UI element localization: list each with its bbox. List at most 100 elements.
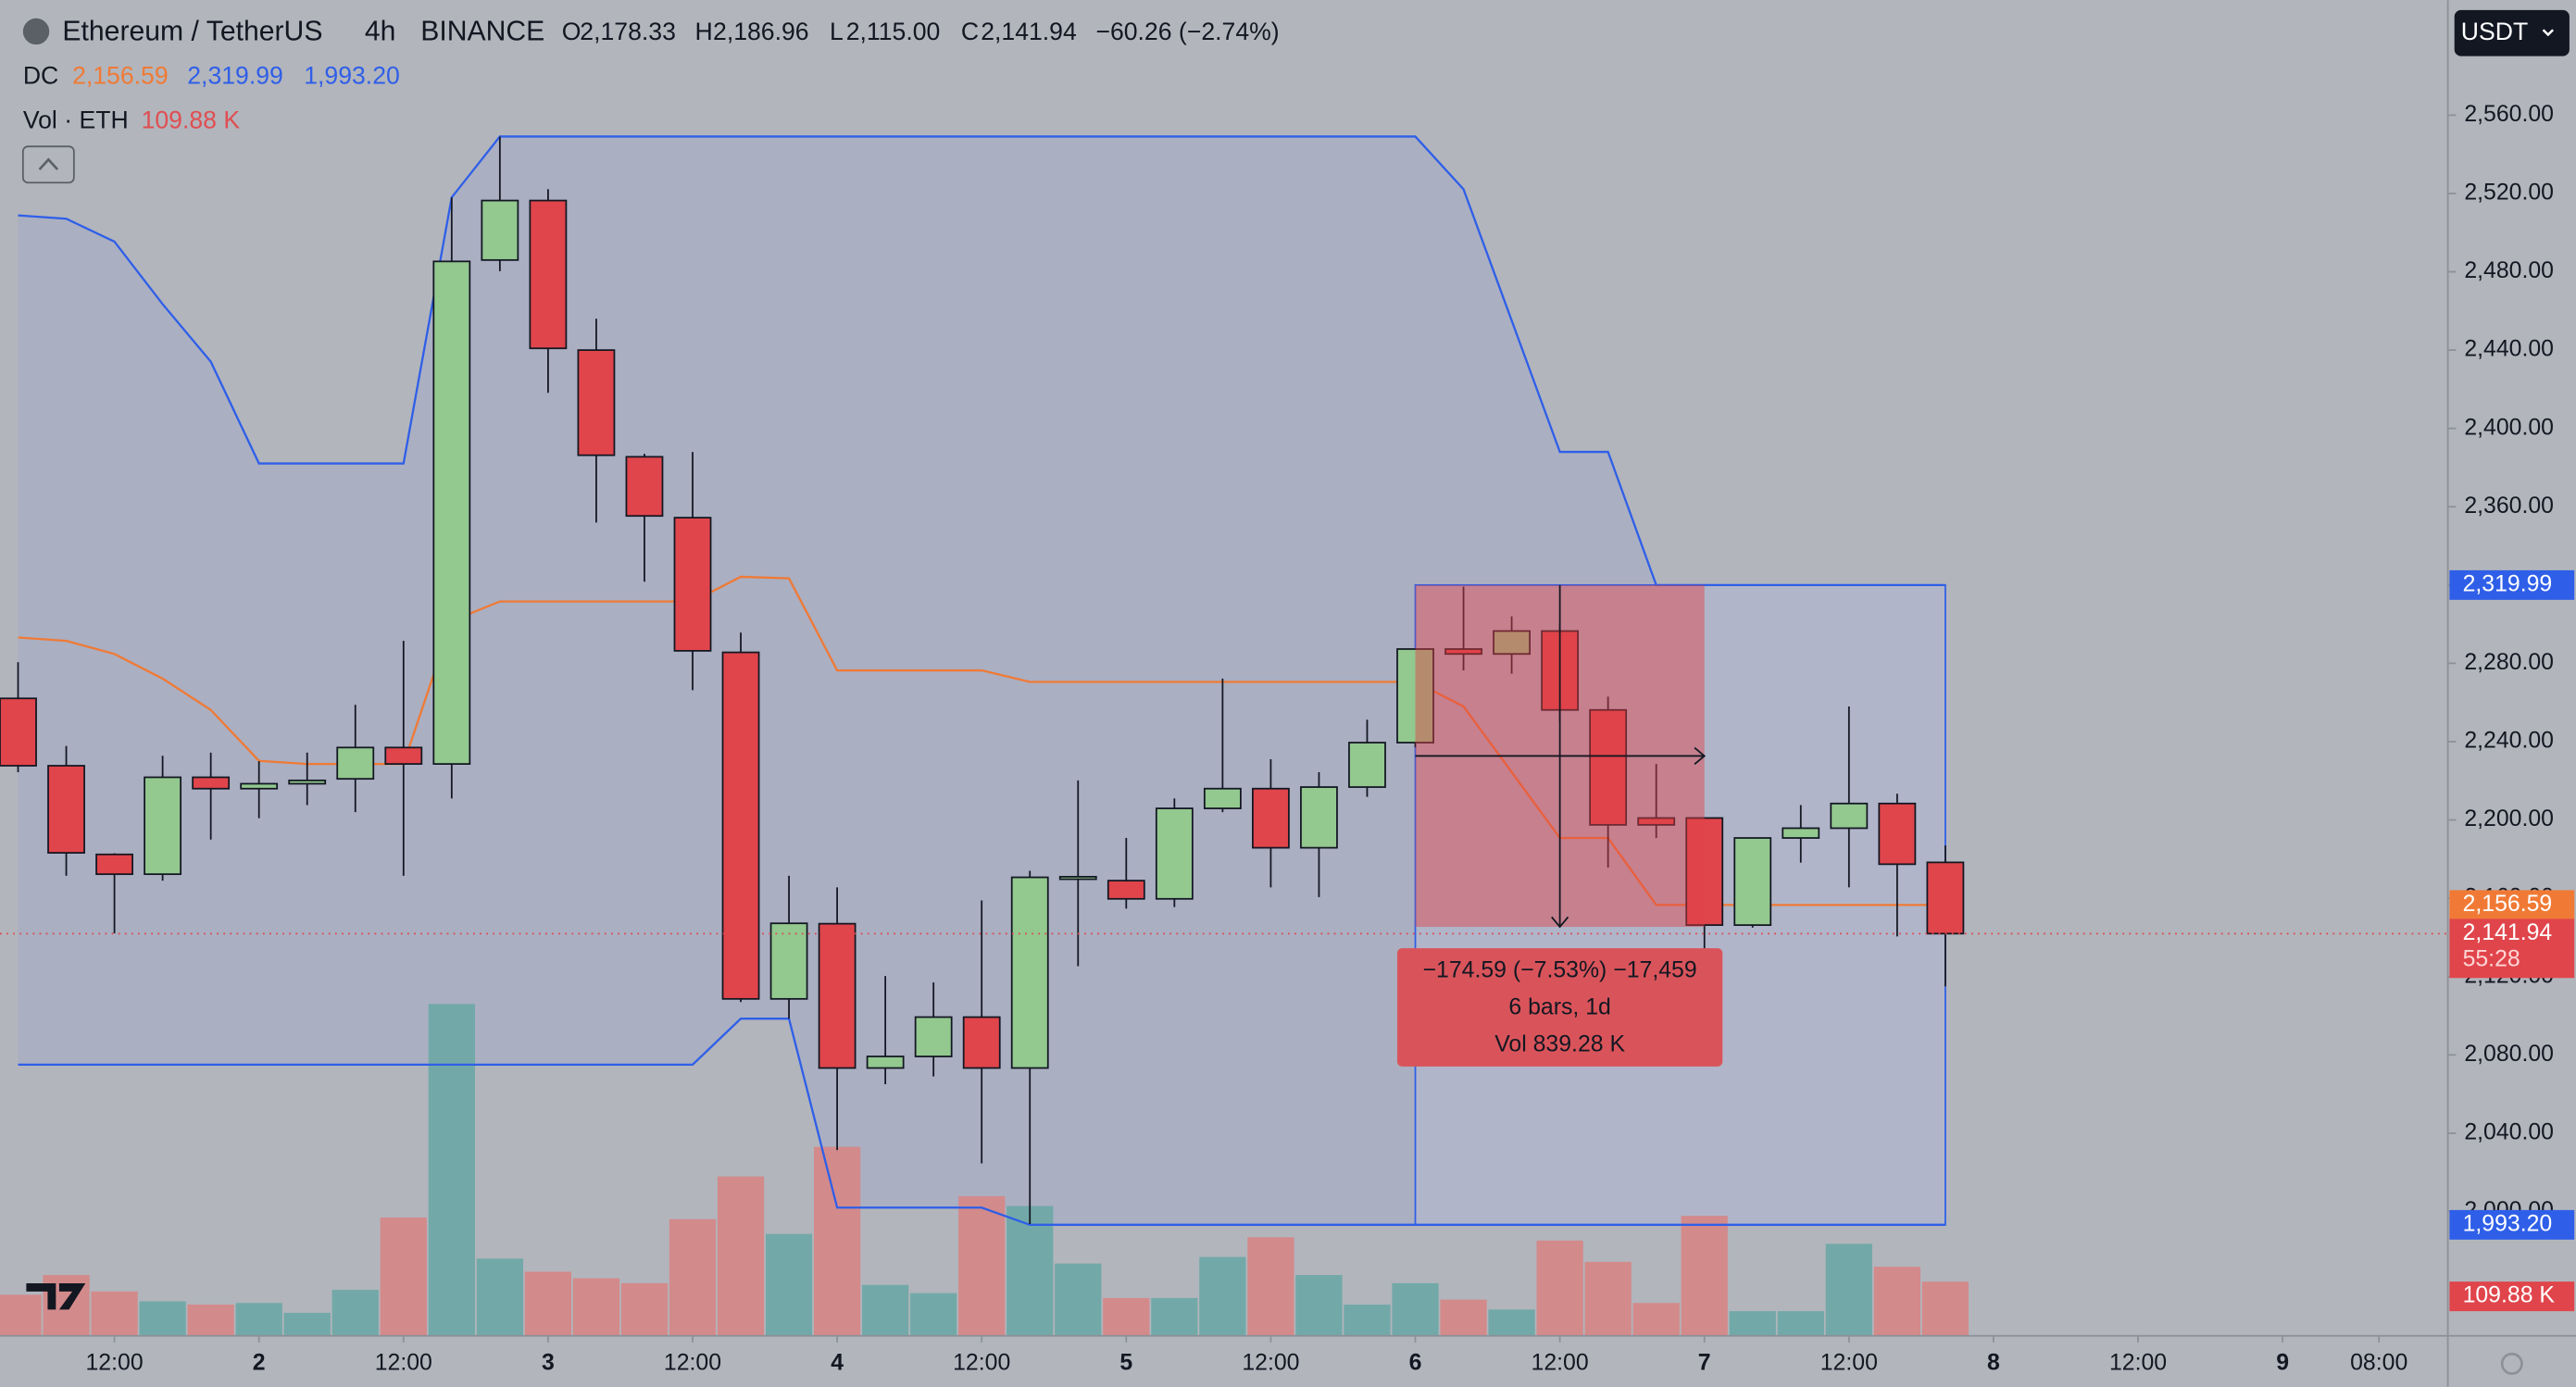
y-tick-label: 2,040.00 <box>2464 1119 2554 1144</box>
candle-body <box>240 782 279 790</box>
currency-bg <box>2454 9 2570 56</box>
candle-body <box>1926 861 1965 935</box>
price-badge-countdown: 55:28 <box>2463 946 2520 971</box>
candle-body <box>1830 802 1869 830</box>
x-tick-label: 3 <box>542 1350 555 1375</box>
y-tick-label: 2,560.00 <box>2464 102 2554 127</box>
candle-body <box>1493 630 1531 656</box>
candle-body <box>625 456 664 518</box>
ohlc-value: 2,141.94 <box>981 18 1077 45</box>
candle-body <box>577 349 616 456</box>
volume-bar <box>1007 1206 1054 1336</box>
volume-bar <box>1440 1299 1487 1336</box>
candle-body <box>721 651 760 1000</box>
y-tick-label: 2,240.00 <box>2464 729 2554 754</box>
volume-value: 109.88 K <box>142 106 241 134</box>
volume-name[interactable]: Vol · ETH <box>23 106 129 134</box>
candle-body <box>1637 817 1676 826</box>
y-tick-label: 2,520.00 <box>2464 181 2554 206</box>
volume-bar <box>572 1278 620 1336</box>
collapse-button[interactable] <box>21 145 75 184</box>
interval[interactable]: 4h <box>365 17 396 47</box>
volume-bar <box>813 1146 861 1336</box>
indicator-value: 2,319.99 <box>187 62 283 90</box>
x-tick-label: 12:00 <box>86 1350 144 1375</box>
x-tick-label: 7 <box>1698 1350 1711 1375</box>
ohlc-value: 2,115.00 <box>846 18 941 45</box>
candle-body <box>1058 876 1097 881</box>
volume-badge: 109.88 K <box>2463 1283 2556 1308</box>
indicator-name[interactable]: DC <box>23 62 58 90</box>
x-tick-label: 2 <box>253 1350 266 1375</box>
volume-bar <box>1488 1309 1535 1336</box>
x-tick-label: 8 <box>1987 1350 2000 1375</box>
volume-bar <box>669 1218 717 1336</box>
y-tick-label: 2,400.00 <box>2464 415 2554 440</box>
x-tick-label: 12:00 <box>2109 1350 2167 1375</box>
candle-body <box>95 853 133 876</box>
y-tick-label: 2,280.00 <box>2464 650 2554 675</box>
header: Ethereum / TetherUS 4h BINANCE O 2,178.3… <box>21 17 1280 184</box>
volume-bar <box>1873 1267 1920 1336</box>
x-tick-label: 12:00 <box>664 1350 721 1375</box>
dc-upper-line <box>18 135 1945 587</box>
y-tick-label: 2,200.00 <box>2464 806 2554 831</box>
measure-label-bg <box>1396 948 1723 1067</box>
candle-body <box>1685 817 1724 927</box>
volume-bar <box>1247 1237 1294 1336</box>
exchange: BINANCE <box>420 17 544 47</box>
candle-body <box>1782 827 1820 839</box>
y-tick-label: 2,480.00 <box>2464 258 2554 283</box>
volume-bar <box>1103 1297 1150 1336</box>
candle-body <box>529 199 568 350</box>
volume-badge-bg <box>2449 1281 2575 1312</box>
measure-label: 6 bars, 1d <box>1508 994 1610 1019</box>
ohlc-key: L <box>830 18 844 45</box>
candle-body <box>481 199 519 261</box>
arrow-head <box>1694 746 1707 766</box>
ohlc-key: H <box>695 18 713 45</box>
volume-bar <box>765 1233 813 1336</box>
candle-body <box>288 779 327 785</box>
candle-body <box>1396 648 1434 743</box>
x-tick-label: 12:00 <box>953 1350 1010 1375</box>
volume-bar <box>1295 1275 1343 1336</box>
x-tick-label: 12:00 <box>1532 1350 1589 1375</box>
volume-bar <box>1392 1282 1439 1336</box>
candle-body <box>432 260 471 765</box>
change: −60.26 (−2.74%) <box>1095 18 1279 45</box>
plot-area: −174.59 (−7.53%) −17,459 6 bars, 1d Vol 83… <box>0 135 2448 1336</box>
settings-icon[interactable] <box>2500 1352 2523 1375</box>
candle-body <box>673 517 712 652</box>
x-tick-label: 5 <box>1119 1350 1132 1375</box>
volume-bar <box>1536 1240 1583 1336</box>
indicator-value: 2,156.59 <box>72 62 169 90</box>
currency-button[interactable]: USDT <box>2454 9 2570 56</box>
volume-bar <box>1729 1311 1776 1336</box>
chevron-icon <box>38 157 59 170</box>
ohlc-value: 2,178.33 <box>580 18 676 45</box>
candle-body <box>962 1016 1001 1069</box>
arrow-head <box>1551 916 1569 929</box>
volume-bar <box>380 1217 427 1336</box>
candle-body <box>866 1056 905 1069</box>
symbol[interactable]: Ethereum / TetherUS <box>62 17 322 47</box>
lower-badge-bg <box>2449 1209 2575 1240</box>
candle-body <box>192 776 231 790</box>
upper-badge-bg <box>2449 569 2575 600</box>
candle-body <box>1589 708 1628 826</box>
y-tick-label: 2,080.00 <box>2464 1042 2554 1067</box>
x-tick-label: 9 <box>2276 1350 2289 1375</box>
dc-lower-line <box>18 1018 1945 1226</box>
candle-body <box>384 746 423 765</box>
x-tick-label: 12:00 <box>375 1350 432 1375</box>
candle-body <box>1348 742 1386 788</box>
upper-badge: 2,319.99 <box>2463 571 2553 596</box>
volume-bar <box>620 1282 669 1336</box>
volume-bar <box>1632 1303 1680 1336</box>
candle-body <box>144 776 182 876</box>
logo <box>26 1282 86 1310</box>
ohlc-key: O <box>562 18 581 45</box>
y-tick-label: 2,360.00 <box>2464 494 2554 519</box>
